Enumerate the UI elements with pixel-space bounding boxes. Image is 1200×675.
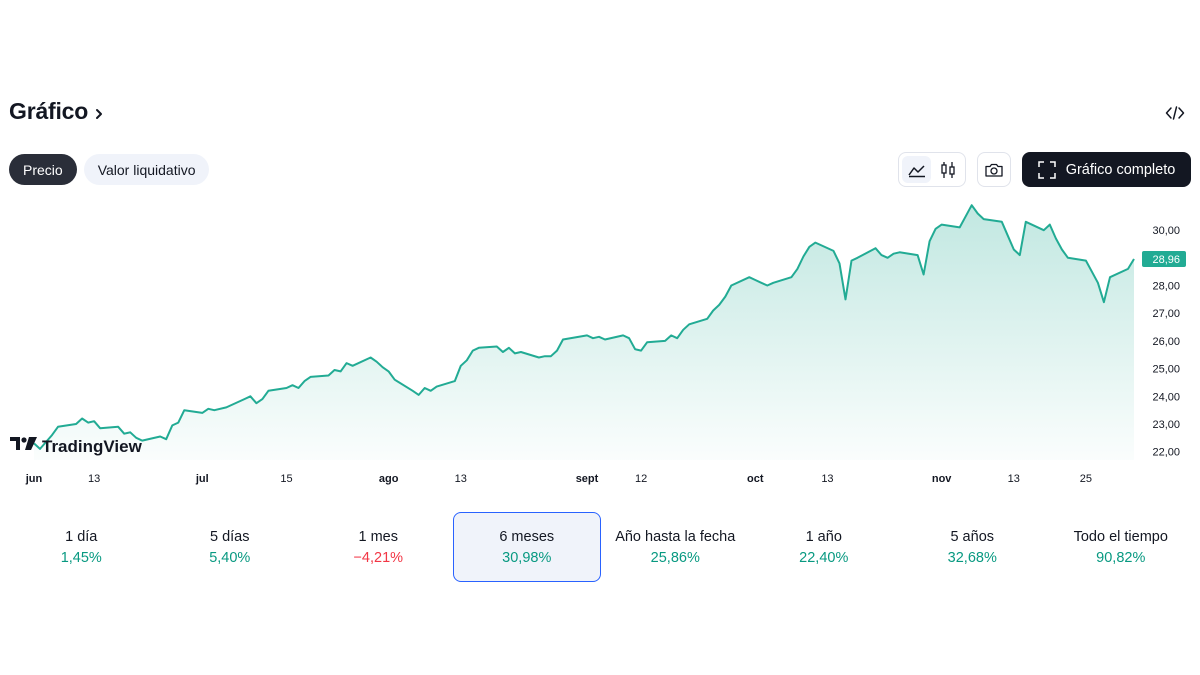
page-title: Gráfico <box>9 98 89 124</box>
price-tick-label: 26,00 <box>1152 336 1180 348</box>
chart-header: Gráfico <box>9 98 106 125</box>
period-label: Todo el tiempo <box>1073 528 1168 545</box>
time-tick-label: 15 <box>280 473 292 485</box>
watermark-text: TradingView <box>42 437 143 456</box>
time-tick-label: 25 <box>1080 473 1092 485</box>
period-label: Año hasta la fecha <box>615 528 736 545</box>
price-tick-label: 27,00 <box>1152 308 1180 320</box>
chevron-right-icon[interactable] <box>92 107 106 121</box>
period-change: 90,82% <box>1096 549 1146 566</box>
price-tick-label: 22,00 <box>1152 447 1180 459</box>
time-tick-label: 13 <box>455 473 467 485</box>
period-change: −4,21% <box>353 549 404 566</box>
time-tick-label: 12 <box>635 473 647 485</box>
price-tick-label: 25,00 <box>1152 364 1180 376</box>
period-change: 30,98% <box>502 549 552 566</box>
camera-icon <box>985 163 1003 177</box>
period-label: 5 años <box>950 528 995 545</box>
fullscreen-icon <box>1037 160 1056 179</box>
time-tick-label: oct <box>747 473 764 485</box>
time-tick-label: jul <box>195 473 209 485</box>
last-price-value: 28,96 <box>1152 254 1180 266</box>
chart-style-toggle <box>898 152 966 187</box>
tab-valor-liquidativo[interactable]: Valor liquidativo <box>83 154 210 185</box>
period-button[interactable]: 5 días 5,40% <box>156 512 305 582</box>
price-area-fill <box>34 205 1134 460</box>
fullscreen-chart-button[interactable]: Gráfico completo <box>1022 152 1191 187</box>
last-price-badge-bg <box>1142 250 1186 267</box>
period-label: 5 días <box>210 528 250 545</box>
time-tick-label: jun <box>25 473 43 485</box>
snapshot-button[interactable] <box>977 152 1011 187</box>
price-tick-label: 24,00 <box>1152 391 1180 403</box>
time-tick-label: sept <box>576 473 599 485</box>
time-tick-label: nov <box>932 473 952 485</box>
chart-tabs: Precio Valor liquidativo <box>9 154 210 185</box>
tradingview-watermark: TradingView <box>10 437 143 456</box>
price-tick-label: 30,00 <box>1152 225 1180 237</box>
tab-precio[interactable]: Precio <box>9 154 77 185</box>
price-line <box>33 204 1135 450</box>
performance-periods: 1 día 1,45% 5 días 5,40% 1 mes −4,21% 6 meses 3… <box>7 512 1195 582</box>
period-label: 1 mes <box>358 528 399 545</box>
period-button[interactable]: 1 día 1,45% <box>7 512 156 582</box>
period-label: 6 meses <box>499 528 555 545</box>
period-button[interactable]: 1 mes −4,21% <box>304 512 453 582</box>
period-button[interactable]: Todo el tiempo 90,82% <box>1047 512 1196 582</box>
price-axis: 22,00 23,00 24,00 25,00 26,00 27,00 28,00 30,00 <box>1152 225 1180 459</box>
period-change: 1,45% <box>60 549 102 566</box>
period-button[interactable]: 5 años 32,68% <box>898 512 1047 582</box>
period-label: 1 día <box>65 528 98 545</box>
period-label: 1 año <box>805 528 842 545</box>
price-chart[interactable]: 22,00 23,00 24,00 25,00 26,00 27,00 28,00 30,00… <box>0 200 1200 490</box>
period-button[interactable]: Año hasta la fecha 25,86% <box>601 512 750 582</box>
price-tick-label: 28,00 <box>1152 281 1180 293</box>
candles-icon[interactable] <box>933 156 962 183</box>
fullscreen-label: Gráfico completo <box>1065 161 1176 178</box>
time-axis: jun 13 jul 15 ago 13 sept 12 oct 13 nov 13 25 <box>25 473 1092 485</box>
period-change: 32,68% <box>947 549 997 566</box>
code-icon[interactable] <box>1164 102 1186 124</box>
period-button[interactable]: 1 año 22,40% <box>750 512 899 582</box>
time-tick-label: 13 <box>88 473 100 485</box>
last-price-badge: 28,96 <box>1142 250 1186 267</box>
tradingview-logo-icon <box>10 437 37 450</box>
period-change: 22,40% <box>799 549 849 566</box>
period-change: 25,86% <box>650 549 700 566</box>
price-tick-label: 23,00 <box>1152 419 1180 431</box>
period-button[interactable]: 6 meses 30,98% <box>452 512 601 582</box>
period-change: 5,40% <box>209 549 251 566</box>
time-tick-label: ago <box>379 473 399 485</box>
time-tick-label: 13 <box>1008 473 1020 485</box>
time-tick-label: 13 <box>821 473 833 485</box>
area-chart-icon[interactable] <box>902 156 931 183</box>
